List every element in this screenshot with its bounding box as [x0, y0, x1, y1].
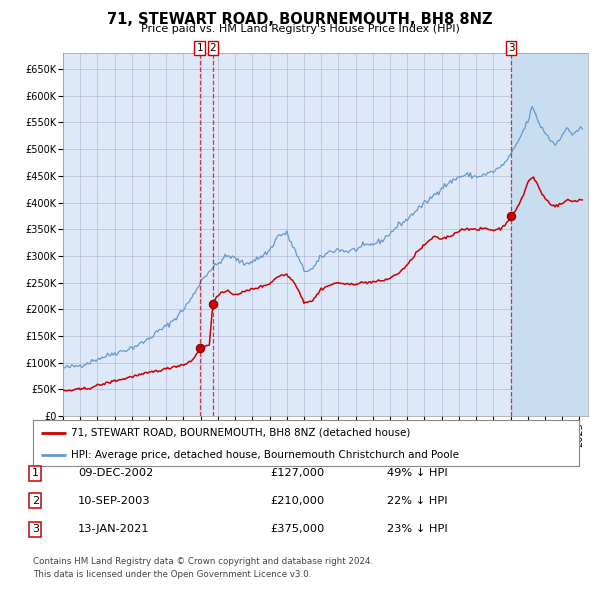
Text: 23% ↓ HPI: 23% ↓ HPI — [387, 525, 448, 534]
Text: 2: 2 — [209, 43, 216, 53]
Text: 10-SEP-2003: 10-SEP-2003 — [78, 496, 151, 506]
Text: 2: 2 — [32, 496, 39, 506]
Text: £375,000: £375,000 — [270, 525, 325, 534]
Text: 71, STEWART ROAD, BOURNEMOUTH, BH8 8NZ (detached house): 71, STEWART ROAD, BOURNEMOUTH, BH8 8NZ (… — [71, 428, 410, 438]
Text: Price paid vs. HM Land Registry's House Price Index (HPI): Price paid vs. HM Land Registry's House … — [140, 24, 460, 34]
Text: HPI: Average price, detached house, Bournemouth Christchurch and Poole: HPI: Average price, detached house, Bour… — [71, 450, 459, 460]
Text: 3: 3 — [508, 43, 515, 53]
Text: 49% ↓ HPI: 49% ↓ HPI — [387, 468, 448, 478]
Text: £127,000: £127,000 — [270, 468, 324, 478]
Text: 22% ↓ HPI: 22% ↓ HPI — [387, 496, 448, 506]
Text: 71, STEWART ROAD, BOURNEMOUTH, BH8 8NZ: 71, STEWART ROAD, BOURNEMOUTH, BH8 8NZ — [107, 12, 493, 27]
Text: £210,000: £210,000 — [270, 496, 324, 506]
Text: This data is licensed under the Open Government Licence v3.0.: This data is licensed under the Open Gov… — [33, 571, 311, 579]
Text: 09-DEC-2002: 09-DEC-2002 — [78, 468, 153, 478]
Bar — [511, 53, 588, 416]
Text: 13-JAN-2021: 13-JAN-2021 — [78, 525, 149, 534]
Text: Contains HM Land Registry data © Crown copyright and database right 2024.: Contains HM Land Registry data © Crown c… — [33, 558, 373, 566]
Text: 3: 3 — [32, 525, 39, 534]
Text: 1: 1 — [196, 43, 203, 53]
Text: 1: 1 — [32, 468, 39, 478]
